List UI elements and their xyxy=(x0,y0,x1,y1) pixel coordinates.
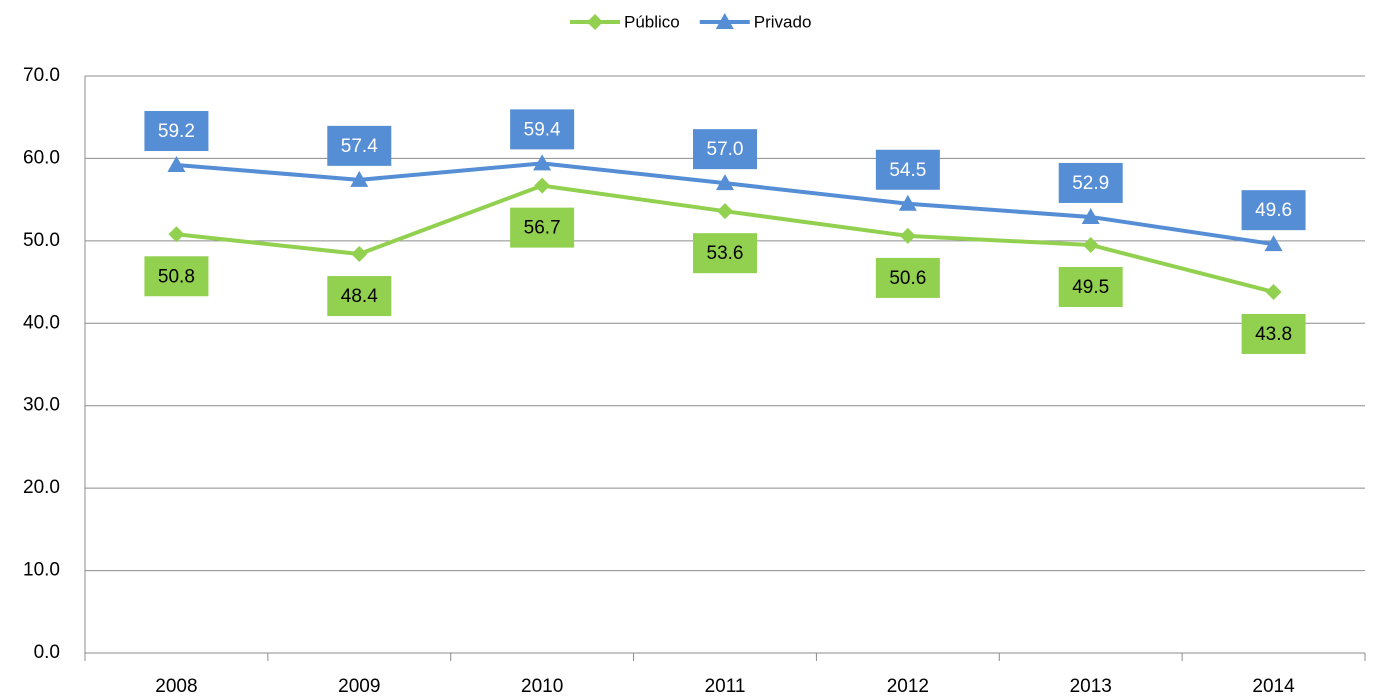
marker xyxy=(716,174,734,191)
y-tick-label: 0.0 xyxy=(34,642,60,663)
marker xyxy=(898,194,917,211)
data-label-box xyxy=(693,129,757,170)
data-label-box xyxy=(1058,266,1123,307)
marker xyxy=(168,226,185,243)
data-label-box xyxy=(1241,313,1306,354)
data-label: 50.6 xyxy=(889,268,926,289)
data-label-box xyxy=(875,257,940,298)
y-tick-label: 50.0 xyxy=(23,230,60,251)
data-label: 59.2 xyxy=(158,121,195,142)
x-tick-label: 2012 xyxy=(887,676,929,697)
data-label: 54.5 xyxy=(889,160,926,181)
data-label: 56.7 xyxy=(524,218,561,239)
marker xyxy=(167,156,186,173)
y-tick-label: 40.0 xyxy=(23,312,60,333)
y-tick-label: 10.0 xyxy=(23,560,60,581)
marker xyxy=(715,13,734,29)
y-tick-label: 30.0 xyxy=(23,395,60,416)
x-tick-label: 2014 xyxy=(1252,676,1295,697)
data-label: 52.9 xyxy=(1072,173,1109,194)
data-label-box xyxy=(1058,162,1123,203)
marker xyxy=(534,177,551,194)
x-tick-label: 2009 xyxy=(338,676,380,697)
marker xyxy=(351,246,368,263)
data-label-box xyxy=(144,256,209,297)
data-label: 48.4 xyxy=(341,286,378,307)
data-label-box xyxy=(144,111,209,152)
x-tick-label: 2011 xyxy=(705,676,746,697)
data-label-box xyxy=(693,233,757,274)
marker xyxy=(1265,283,1282,300)
data-label-box xyxy=(510,109,575,150)
data-label: 49.5 xyxy=(1072,277,1109,298)
legend-label: Privado xyxy=(754,12,812,31)
marker xyxy=(1082,236,1099,253)
data-label-box xyxy=(510,207,575,248)
data-label: 50.8 xyxy=(158,266,195,287)
data-label: 57.4 xyxy=(341,136,378,157)
marker xyxy=(1081,207,1100,224)
marker xyxy=(350,170,369,187)
x-tick-label: 2008 xyxy=(155,676,197,697)
y-tick-label: 70.0 xyxy=(23,65,60,86)
data-label-box xyxy=(1241,190,1306,231)
marker xyxy=(533,154,552,171)
y-tick-label: 60.0 xyxy=(23,147,60,168)
marker xyxy=(717,203,733,220)
marker xyxy=(899,227,916,244)
data-label: 53.6 xyxy=(707,243,744,264)
x-tick-label: 2013 xyxy=(1070,676,1112,697)
data-label-box xyxy=(327,125,392,166)
marker xyxy=(1264,235,1283,252)
marker xyxy=(587,14,603,30)
data-label-box xyxy=(875,149,940,190)
data-label: 43.8 xyxy=(1255,324,1292,345)
legend-label: Público xyxy=(624,12,680,31)
y-tick-label: 20.0 xyxy=(23,477,60,498)
data-label: 57.0 xyxy=(707,139,744,160)
data-label-box xyxy=(327,276,392,317)
x-tick-label: 2010 xyxy=(521,676,563,697)
data-label: 59.4 xyxy=(524,119,561,140)
data-label: 49.6 xyxy=(1255,200,1292,221)
